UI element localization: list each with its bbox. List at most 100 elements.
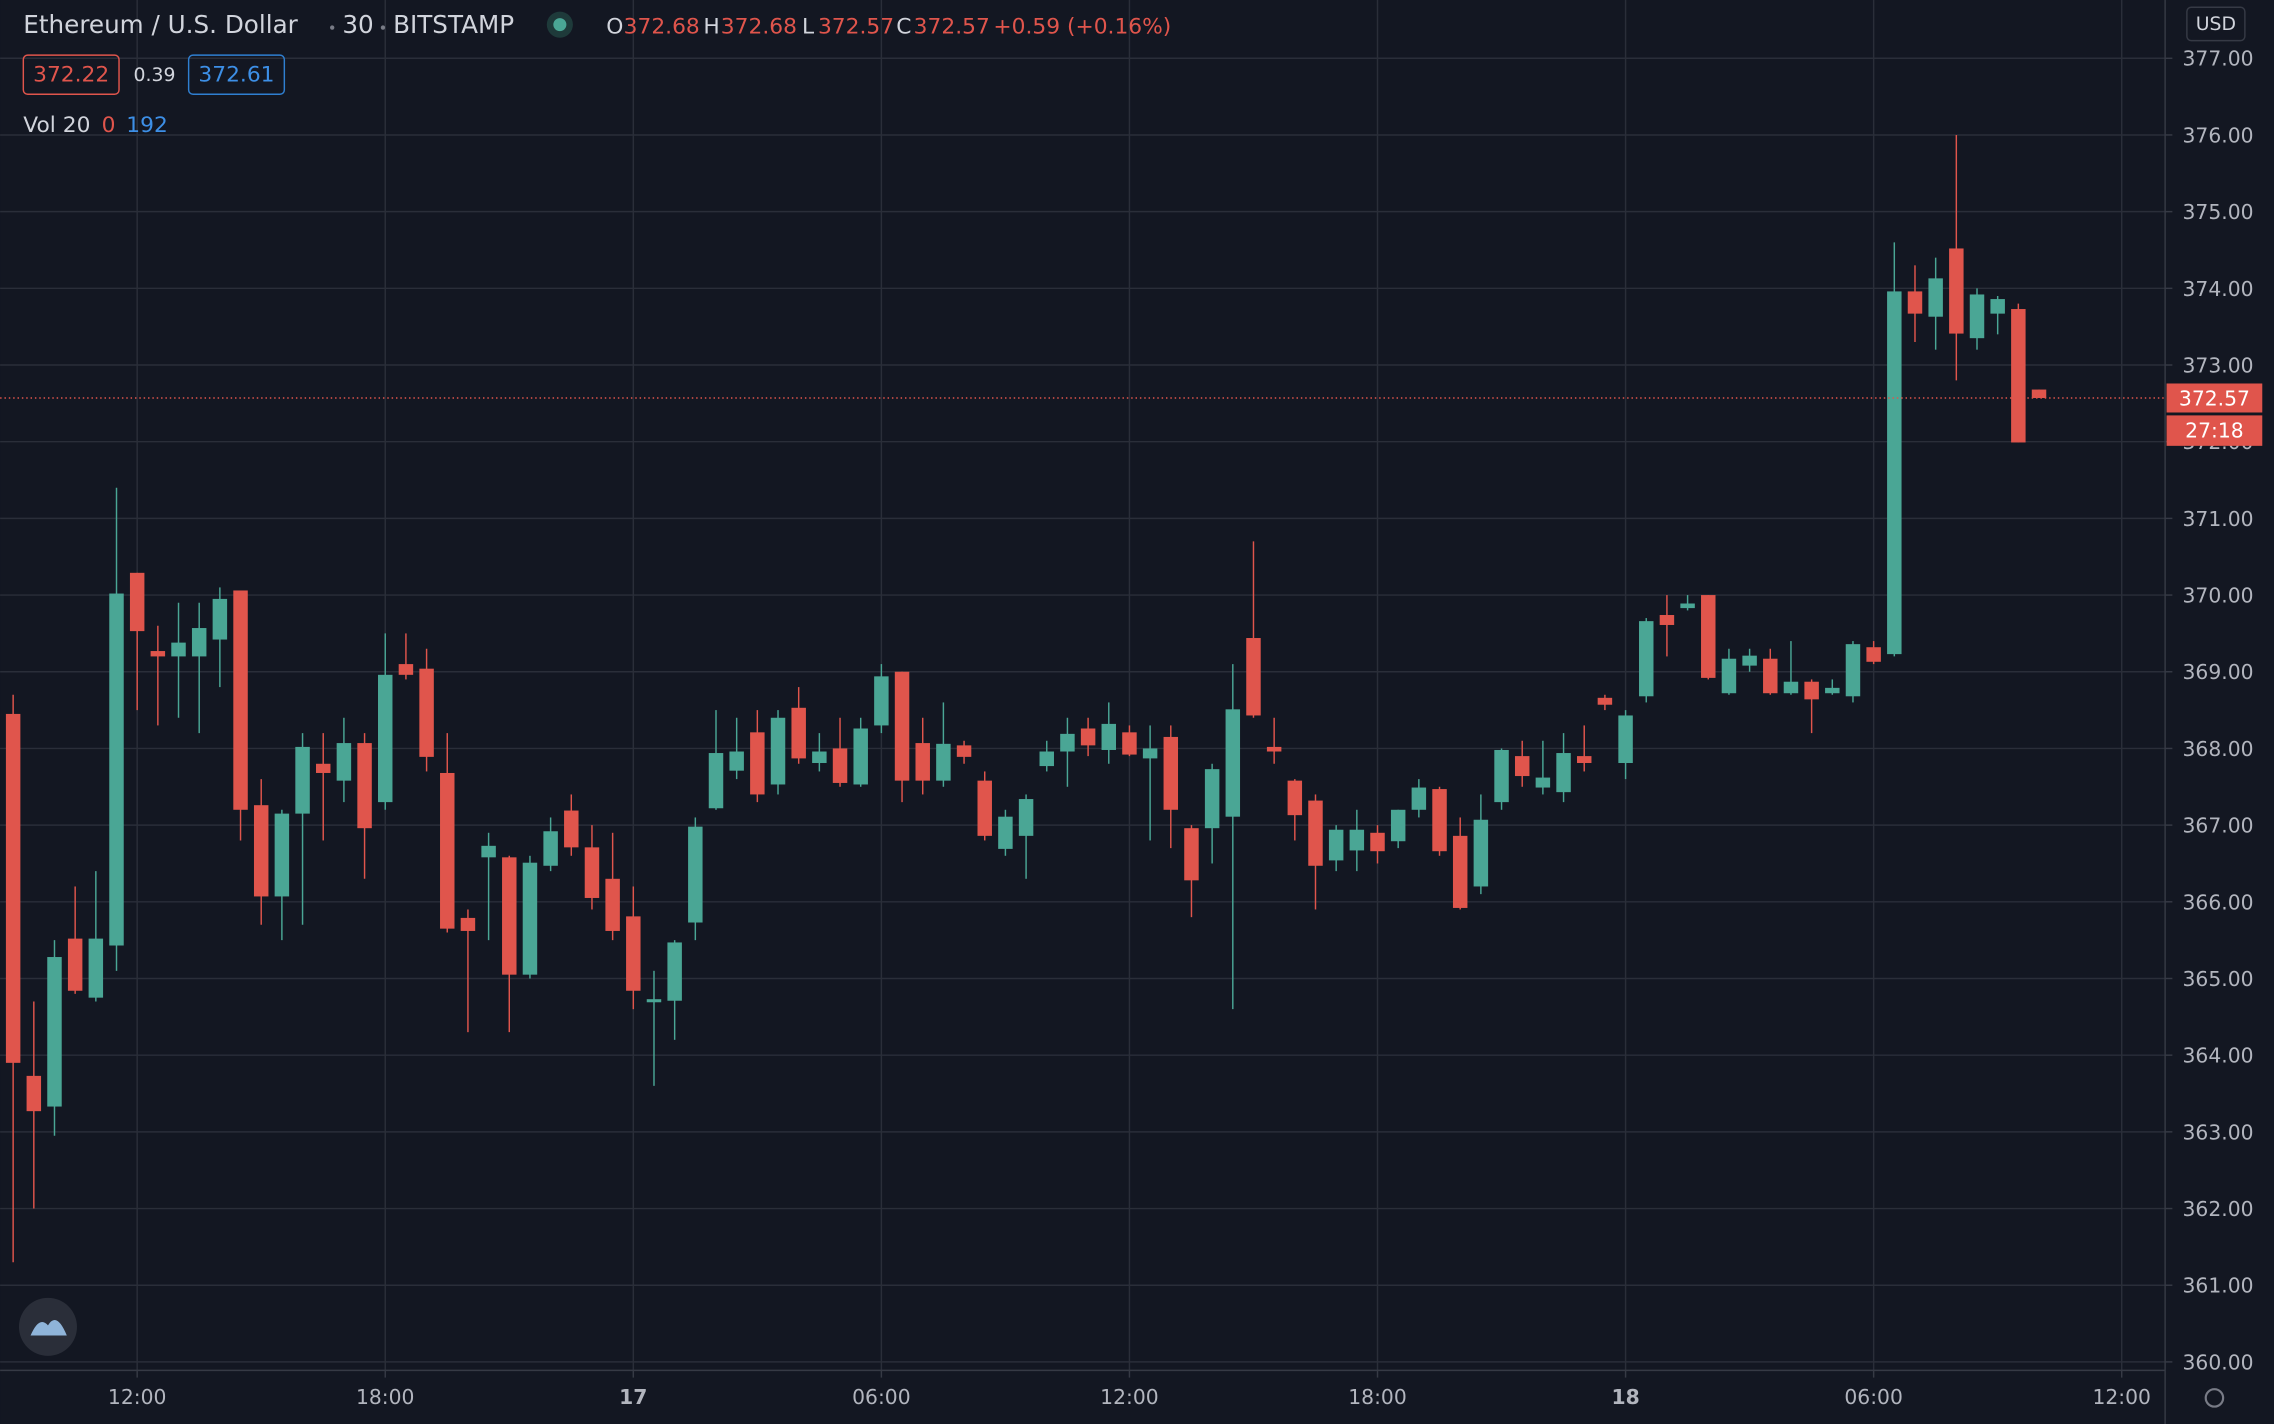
candle-body — [626, 916, 641, 991]
candle-body — [1411, 787, 1427, 810]
candle-body — [1866, 647, 1881, 662]
candle-body — [26, 1075, 42, 1112]
y-tick-label: 363.00 — [2183, 1120, 2254, 1144]
y-tick-label: 365.00 — [2183, 967, 2254, 991]
y-tick-label: 360.00 — [2183, 1350, 2254, 1374]
y-tick-label: 370.00 — [2183, 584, 2254, 608]
candle-body — [481, 845, 496, 858]
y-tick-label: 374.00 — [2183, 277, 2254, 301]
header: Ethereum / U.S. Dollar 30 BITSTAMP O 372… — [22, 10, 1171, 138]
volume-label: Vol 20 — [23, 113, 90, 138]
currency-box[interactable] — [2186, 6, 2246, 42]
candle-body — [2011, 309, 2026, 443]
x-tick-label: 18:00 — [1348, 1385, 1407, 1409]
change: +0.59 (+0.16%) — [993, 15, 1171, 40]
candle-body — [67, 938, 83, 991]
candle-body — [1576, 756, 1592, 764]
candle-body — [1473, 819, 1489, 887]
candle-body — [233, 590, 248, 810]
low-value: 372.57 — [818, 15, 894, 40]
candle-body — [1969, 294, 1985, 339]
symbol: Ethereum / U.S. Dollar — [23, 10, 298, 39]
candle-body — [605, 878, 620, 931]
candle-body — [88, 938, 104, 998]
candle-body — [1597, 697, 1613, 705]
candle-body — [1701, 595, 1716, 678]
candle-body — [543, 831, 558, 866]
candle-body — [1659, 615, 1675, 625]
x-tick-label: 17 — [619, 1385, 647, 1409]
candle-body — [791, 707, 806, 759]
candle-body — [1783, 681, 1799, 694]
candle-body — [212, 598, 228, 640]
currency: USD — [2196, 14, 2236, 35]
candle-body — [1184, 828, 1199, 881]
candle-body — [1680, 603, 1695, 609]
ask-box[interactable] — [187, 54, 286, 95]
open-label: O — [606, 15, 623, 40]
candle-body — [47, 957, 62, 1107]
candle-body — [274, 813, 290, 897]
candle-body — [1535, 777, 1551, 788]
bid: 372.22 — [33, 62, 109, 87]
candle-body — [874, 676, 889, 726]
plot — [0, 134, 2166, 1263]
candle-body — [1018, 799, 1034, 836]
candle-body — [1287, 780, 1303, 816]
status-dot — [553, 18, 567, 32]
candle-body — [1328, 829, 1344, 861]
x-tick-label: 06:00 — [1844, 1385, 1903, 1409]
y-tick-label: 375.00 — [2183, 200, 2254, 224]
candle-body — [150, 651, 166, 657]
candle-body — [357, 743, 372, 829]
y-tick-label: 369.00 — [2183, 660, 2254, 684]
close-label: C — [896, 15, 911, 40]
candle-body — [1101, 723, 1117, 750]
candle-body — [770, 717, 786, 785]
candle-body — [812, 751, 827, 764]
candle-body — [729, 751, 744, 771]
candle-body — [315, 763, 331, 773]
candle-body — [1742, 655, 1757, 666]
candle-body — [295, 746, 310, 814]
candle-body — [398, 664, 414, 675]
candle-body — [1928, 278, 1943, 317]
candle-body — [1390, 809, 1406, 842]
volume-ma: 192 — [126, 113, 168, 138]
last-price-tag — [2166, 383, 2263, 413]
candle-body — [1452, 835, 1468, 908]
separator — [330, 25, 335, 30]
x-tick-label: 12:00 — [108, 1385, 167, 1409]
candle-body — [894, 671, 910, 781]
exchange: BITSTAMP — [393, 10, 514, 39]
candle-body — [440, 772, 455, 929]
high-label: H — [703, 15, 719, 40]
y-tick-label: 366.00 — [2183, 890, 2254, 914]
y-tick-label: 377.00 — [2183, 47, 2254, 71]
candle-body — [5, 713, 21, 1063]
y-tick-label: 376.00 — [2183, 123, 2254, 147]
candle-body — [832, 748, 848, 783]
candle-body — [915, 743, 930, 781]
settings[interactable] — [2204, 1388, 2225, 1408]
grid — [0, 0, 2166, 1371]
bid-box[interactable] — [22, 54, 120, 95]
candle-body — [1907, 291, 1923, 314]
candle-body — [336, 743, 352, 781]
candle-body — [956, 745, 972, 757]
y-tick-label: 361.00 — [2183, 1274, 2254, 1298]
open-value: 372.68 — [624, 15, 700, 40]
candle-body — [646, 999, 662, 1003]
close-value: 372.57 — [914, 15, 990, 40]
y-tick-label: 367.00 — [2183, 814, 2254, 838]
candle-body — [378, 674, 393, 803]
candle-body — [1122, 732, 1137, 755]
candle-body — [1060, 733, 1075, 752]
x-tick-label: 12:00 — [1100, 1385, 1159, 1409]
candle-body — [750, 732, 765, 795]
volume-value: 0 — [102, 113, 116, 138]
y-tick-label: 373.00 — [2183, 353, 2254, 377]
candle-body — [1618, 715, 1633, 764]
